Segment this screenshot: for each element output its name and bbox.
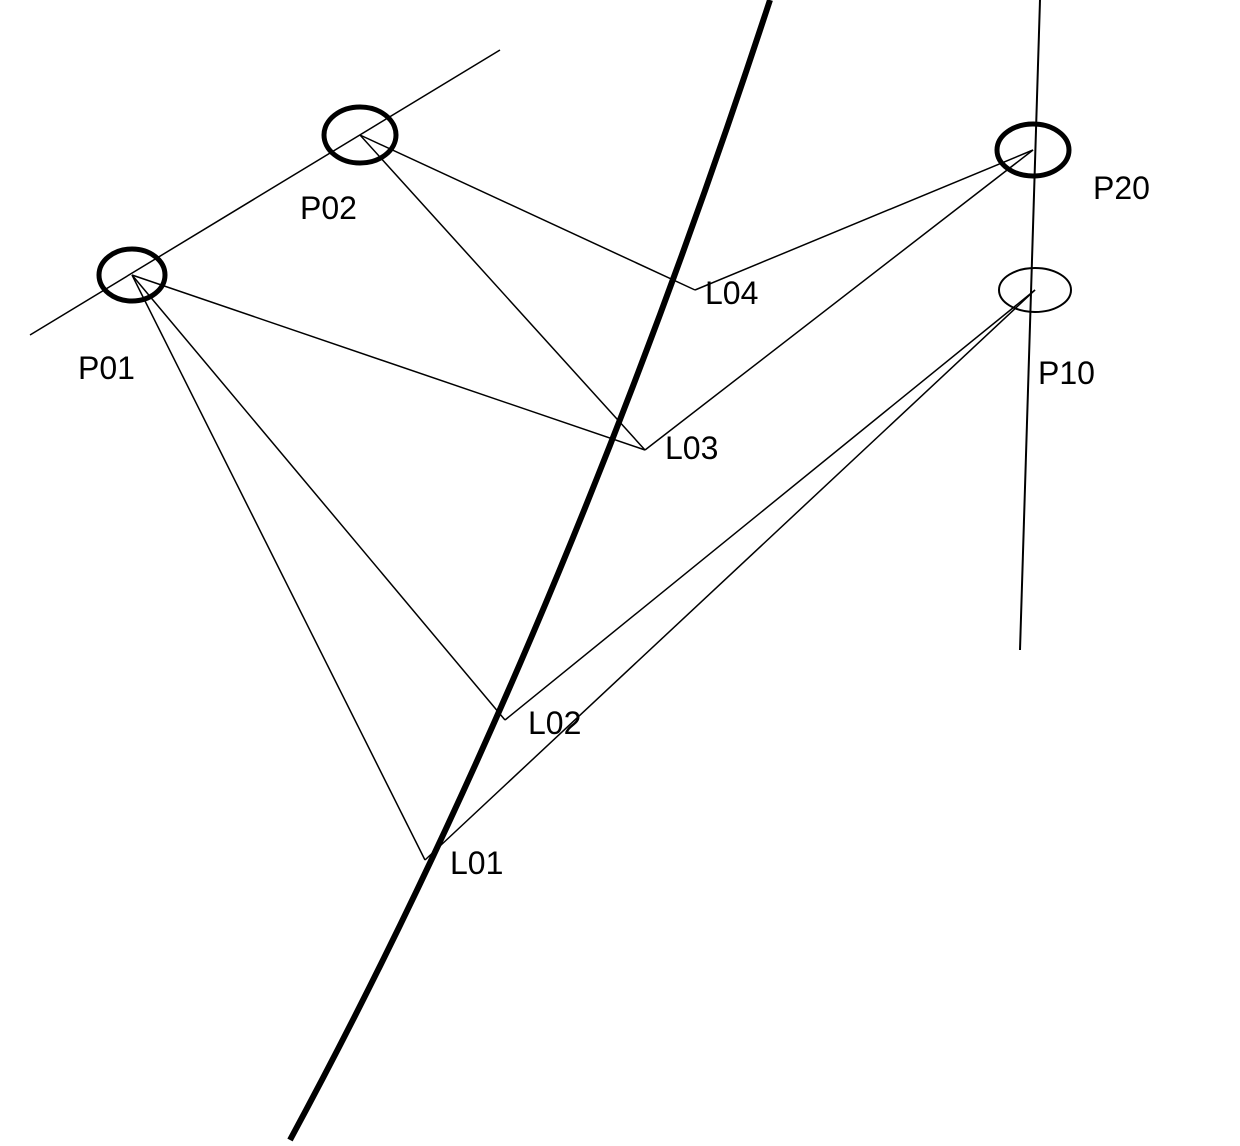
label-P02: P02	[300, 190, 357, 227]
label-P01: P01	[78, 350, 135, 387]
label-L01: L01	[450, 845, 503, 882]
label-P20: P20	[1093, 170, 1150, 207]
label-L03: L03	[665, 430, 718, 467]
label-L04: L04	[705, 275, 758, 312]
diagram-canvas	[0, 0, 1240, 1146]
label-L02: L02	[528, 705, 581, 742]
label-P10: P10	[1038, 355, 1095, 392]
